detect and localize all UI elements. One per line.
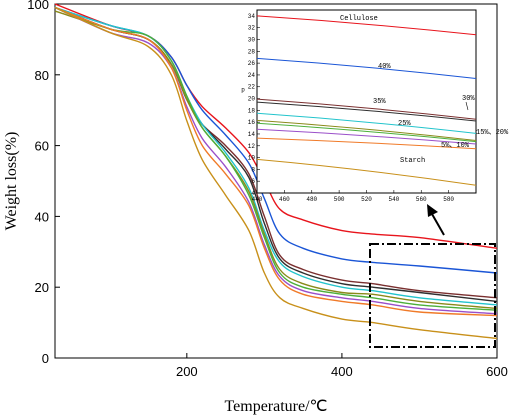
inset-series-label: 25% [398, 120, 411, 128]
main-plot-frame [54, 3, 498, 359]
main-series-line-10 [54, 6, 498, 340]
inset-y-axis-label: p [241, 87, 245, 94]
inset-chart: 4 6 8 10 12 14 16 18 20 22 24 26 28 30 32 34 440 460 480 5… [241, 9, 509, 203]
inset-series-lines [256, 15, 477, 186]
inset-x-tick-label: 480 [306, 196, 317, 203]
inset-y-tick-label: 16 [248, 119, 256, 126]
inset-x-tick-label: 560 [416, 196, 427, 203]
inset-series-line-8 [256, 128, 477, 145]
main-x-tick-label: 400 [331, 364, 353, 379]
main-y-tick-label: 0 [42, 351, 49, 366]
inset-x-tick-label: 440 [252, 196, 263, 203]
inset-series-line-2 [256, 57, 477, 79]
zoom-arrow [427, 204, 445, 236]
inset-series-line-7 [256, 122, 477, 143]
inset-x-tick-label: 580 [443, 196, 454, 203]
main-y-tick-label: 40 [35, 209, 49, 224]
inset-series-label: 15%、20% [476, 129, 509, 137]
main-chart: 0 20 40 60 80 100 200 400 600 Temperature/℃ Wei… [3, 0, 508, 415]
inset-series-labels: Cellulose 40% 35% 30% 25% 15%、20% 5%、10% Starch [340, 15, 509, 165]
main-y-ticks: 0 20 40 60 80 100 [27, 0, 60, 366]
inset-series-label: 35% [373, 98, 386, 106]
zoom-arrow-line [431, 213, 445, 236]
main-y-tick-label: 100 [27, 0, 49, 12]
inset-y-tick-label: 30 [248, 37, 256, 44]
inset-x-tick-label: 500 [334, 196, 345, 203]
inset-y-tick-label: 18 [248, 107, 256, 114]
inset-series-line-10 [256, 158, 477, 186]
main-y-tick-label: 20 [35, 280, 49, 295]
y-axis-label: Weight loss(%) [3, 132, 20, 231]
main-x-tick-label: 200 [176, 364, 198, 379]
inset-series-label: Starch [400, 157, 425, 165]
inset-series-label: Cellulose [340, 15, 378, 23]
inset-y-tick-label: 28 [248, 48, 256, 55]
main-series-line-7 [54, 6, 498, 311]
main-y-tick-label: 80 [35, 68, 49, 83]
inset-y-tick-label: 4 [251, 190, 255, 197]
inset-y-tick-label: 22 [248, 84, 256, 91]
inset-y-tick-label: 32 [248, 25, 256, 32]
inset-series-label: 40% [378, 63, 391, 71]
main-series-lines [54, 3, 498, 340]
zoom-region-box [369, 243, 496, 348]
inset-pointer-line [465, 101, 469, 111]
inset-y-tick-label: 6 [251, 178, 255, 185]
x-axis-label: Temperature/℃ [224, 398, 327, 415]
inset-series-line-9 [256, 137, 477, 150]
inset-y-tick-label: 26 [248, 60, 256, 67]
main-series-line-9 [54, 6, 498, 317]
inset-series-line-4 [256, 101, 477, 122]
main-y-tick-label: 60 [35, 139, 49, 154]
inset-series-line-6 [256, 119, 477, 141]
inset-x-ticks: 440 460 480 500 520 540 560 580 [252, 190, 454, 203]
inset-x-tick-label: 520 [361, 196, 372, 203]
inset-y-tick-label: 34 [248, 13, 256, 20]
inset-x-tick-label: 540 [388, 196, 399, 203]
inset-y-tick-label: 12 [248, 143, 256, 150]
inset-x-tick-label: 460 [279, 196, 290, 203]
inset-y-tick-label: 20 [248, 96, 256, 103]
main-x-tick-label: 600 [486, 364, 508, 379]
main-series-line-8 [54, 6, 498, 315]
inset-series-line-3 [256, 98, 477, 120]
zoom-arrow-head [427, 204, 438, 217]
inset-y-tick-label: 24 [248, 72, 256, 79]
inset-series-line-5 [256, 112, 477, 134]
inset-series-line-1 [256, 15, 477, 36]
inset-y-tick-label: 14 [248, 131, 256, 138]
inset-y-ticks: 4 6 8 10 12 14 16 18 20 22 24 26 28 30 32 34 [248, 13, 260, 197]
inset-series-label: 30% [462, 95, 475, 103]
main-x-ticks: 200 400 600 [176, 353, 508, 379]
inset-y-tick-label: 10 [248, 155, 256, 162]
inset-y-tick-label: 8 [251, 166, 255, 173]
inset-series-label: 5%、10% [441, 142, 470, 150]
